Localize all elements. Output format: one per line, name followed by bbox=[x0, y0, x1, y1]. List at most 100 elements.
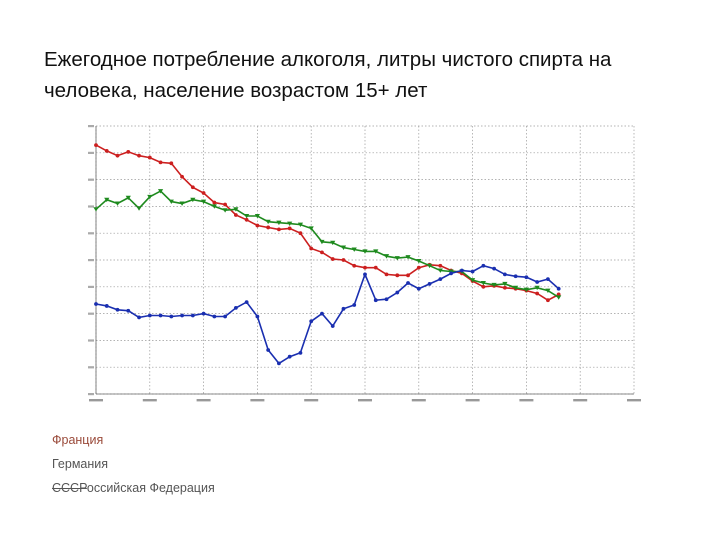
x-tick-mark bbox=[358, 399, 372, 402]
data-point-france bbox=[180, 174, 184, 179]
data-point-germany bbox=[373, 249, 379, 254]
y-tick-mark bbox=[88, 205, 94, 208]
chart-axes bbox=[88, 125, 641, 402]
x-tick-mark bbox=[519, 399, 534, 402]
data-point-germany bbox=[211, 204, 217, 209]
data-point-russia bbox=[492, 266, 497, 271]
data-point-russia bbox=[287, 354, 292, 359]
x-tick-mark bbox=[196, 399, 211, 402]
data-point-france bbox=[406, 273, 410, 278]
data-point-russia bbox=[524, 275, 529, 280]
data-point-germany bbox=[244, 213, 250, 219]
data-point-france bbox=[416, 265, 421, 270]
data-point-russia bbox=[147, 313, 152, 318]
x-tick-mark bbox=[89, 399, 103, 402]
data-point-france bbox=[438, 263, 443, 268]
data-point-germany bbox=[190, 197, 196, 203]
data-point-germany bbox=[287, 221, 293, 227]
data-point-germany bbox=[233, 207, 239, 212]
data-point-germany bbox=[147, 194, 153, 200]
data-point-russia bbox=[244, 300, 249, 305]
data-point-russia bbox=[363, 272, 367, 277]
data-point-germany bbox=[265, 219, 271, 225]
y-tick-mark bbox=[88, 151, 94, 154]
data-point-russia bbox=[459, 268, 464, 273]
data-point-france bbox=[309, 246, 314, 251]
data-point-russia bbox=[513, 274, 518, 279]
data-point-russia bbox=[427, 282, 432, 286]
x-tick-mark bbox=[573, 399, 588, 402]
data-point-russia bbox=[502, 272, 507, 277]
data-point-germany bbox=[276, 220, 282, 226]
data-point-germany bbox=[254, 213, 260, 219]
data-point-france bbox=[115, 153, 120, 158]
data-point-russia bbox=[104, 304, 109, 308]
data-point-germany bbox=[308, 226, 314, 231]
data-point-russia bbox=[320, 311, 324, 316]
data-point-germany bbox=[297, 222, 304, 227]
data-point-russia bbox=[137, 315, 141, 320]
legend-label-russia-rest: оссийская Федерация bbox=[86, 481, 215, 495]
data-point-france bbox=[158, 160, 163, 165]
data-point-france bbox=[137, 153, 141, 158]
data-point-germany bbox=[168, 199, 174, 205]
data-point-germany bbox=[319, 239, 325, 245]
data-point-germany bbox=[534, 285, 540, 291]
x-tick-mark bbox=[304, 399, 319, 402]
legend-russia: СССРоссийская Федерация bbox=[52, 481, 215, 495]
data-point-germany bbox=[114, 201, 121, 206]
y-tick-mark bbox=[88, 312, 94, 315]
legend-label-russia-prefix: СССР bbox=[52, 481, 87, 495]
data-point-france bbox=[201, 191, 206, 195]
data-point-russia bbox=[201, 311, 206, 316]
y-tick-mark bbox=[88, 366, 94, 369]
data-point-germany bbox=[426, 263, 433, 269]
data-point-france bbox=[502, 285, 507, 290]
data-point-germany bbox=[513, 285, 519, 291]
data-point-france bbox=[190, 185, 195, 190]
data-point-russia bbox=[277, 361, 281, 366]
data-point-russia bbox=[266, 348, 271, 352]
data-point-france bbox=[287, 226, 292, 231]
data-point-germany bbox=[362, 249, 368, 254]
chart-series bbox=[93, 143, 562, 366]
data-point-germany bbox=[340, 245, 347, 250]
x-tick-mark bbox=[627, 399, 641, 402]
chart-grid bbox=[95, 125, 635, 395]
data-point-france bbox=[546, 298, 550, 303]
data-point-russia bbox=[115, 307, 120, 312]
y-tick-mark bbox=[88, 232, 94, 235]
data-point-germany bbox=[201, 199, 207, 205]
data-point-france bbox=[266, 225, 271, 230]
data-point-russia bbox=[395, 290, 400, 295]
data-point-germany bbox=[104, 197, 110, 203]
data-point-russia bbox=[309, 319, 314, 324]
data-point-russia bbox=[449, 271, 453, 276]
data-point-russia bbox=[535, 280, 540, 284]
data-point-france bbox=[481, 284, 486, 289]
y-tick-mark bbox=[88, 285, 94, 288]
series-line-germany bbox=[95, 190, 560, 298]
data-point-france bbox=[223, 202, 228, 207]
data-point-france bbox=[147, 155, 152, 160]
chart-title: Ежегодное потребление алкоголя, литры чи… bbox=[44, 48, 612, 102]
x-tick-mark bbox=[250, 399, 265, 402]
data-point-germany bbox=[470, 278, 476, 283]
x-tick-mark bbox=[465, 399, 480, 402]
y-tick-mark bbox=[88, 259, 94, 262]
data-point-germany bbox=[136, 206, 142, 211]
y-tick-mark bbox=[88, 125, 94, 128]
data-point-germany bbox=[330, 240, 336, 246]
data-point-france bbox=[104, 148, 109, 153]
data-point-russia bbox=[233, 305, 238, 310]
data-point-france bbox=[395, 273, 400, 278]
data-point-germany bbox=[405, 255, 411, 260]
data-point-russia bbox=[158, 313, 163, 318]
data-point-france bbox=[330, 257, 335, 261]
data-point-russia bbox=[373, 298, 378, 303]
legend-label-france: Франция bbox=[52, 433, 104, 447]
data-point-france bbox=[233, 213, 238, 217]
legend-germany: Германия bbox=[52, 457, 108, 471]
data-point-germany bbox=[222, 208, 228, 213]
